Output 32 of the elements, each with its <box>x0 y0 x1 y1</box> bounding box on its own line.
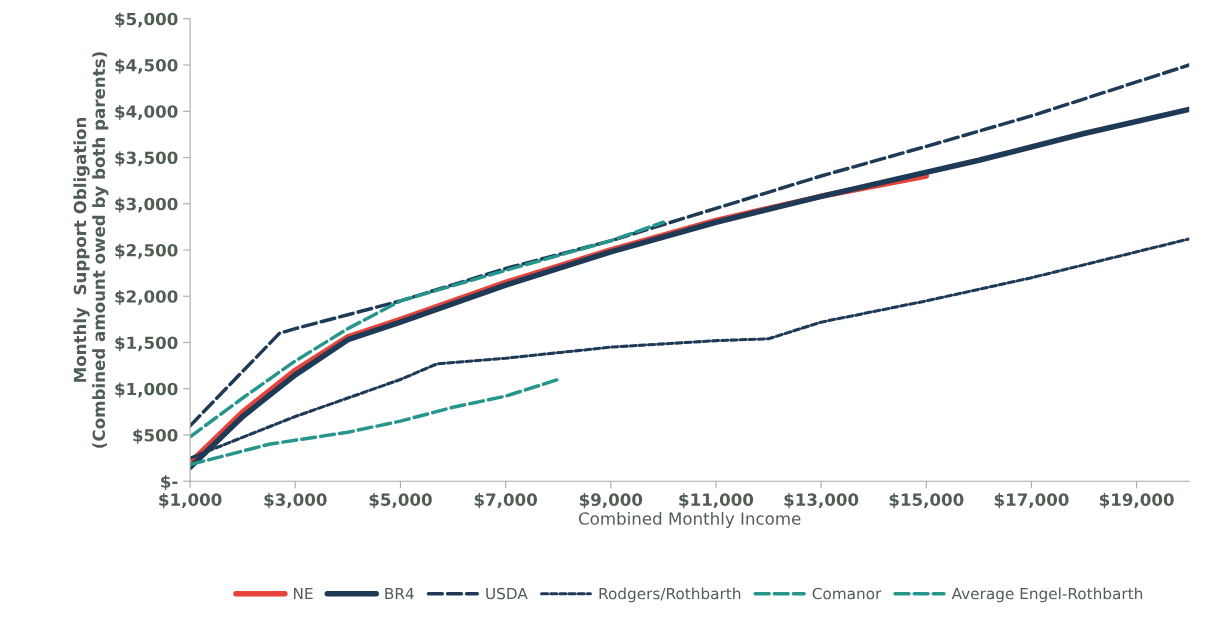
x-tick-label: $17,000 <box>994 493 1069 509</box>
y-tick-label: $3,000 <box>115 197 178 213</box>
x-tick-label: $13,000 <box>784 493 859 509</box>
y-tick-label: $5,000 <box>115 12 178 28</box>
legend-label: USDA <box>486 587 528 600</box>
y-tick-label: $4,500 <box>115 58 178 74</box>
line-series <box>190 377 560 467</box>
legend-label: Comanor <box>812 587 882 600</box>
line-series <box>190 220 666 439</box>
x-tick-label: $7,000 <box>474 493 537 509</box>
y-tick-label: $2,000 <box>115 289 178 306</box>
legend-label: NE <box>294 587 313 600</box>
x-tick-label: $15,000 <box>889 493 964 509</box>
x-tick-label: $19,000 <box>1099 493 1174 509</box>
x-tick-label: $9,000 <box>579 493 643 509</box>
y-tick-label: $- <box>161 474 178 491</box>
y-tick-label: $3,500 <box>115 151 178 167</box>
legend-label: Average Engel-Rothbarth <box>951 587 1143 603</box>
y-tick-label: $1,000 <box>115 382 178 398</box>
x-tick-label: $3,000 <box>264 493 327 509</box>
x-tick-label: $5,000 <box>369 493 432 509</box>
line-series <box>190 63 1190 428</box>
y-tick-label: $500 <box>133 428 178 444</box>
legend-label: Rodgers/Rothbarth <box>599 587 741 603</box>
y-tick-label: $2,500 <box>115 243 178 259</box>
x-tick-label: $11,000 <box>679 493 754 509</box>
x-tick-label: $1,000 <box>159 493 222 509</box>
x-axis-title: Combined Monthly Income <box>578 511 801 529</box>
y-tick-label: $1,500 <box>115 336 178 352</box>
legend-label: BR4 <box>385 587 414 600</box>
y-axis-title: Monthly Support Obligation (Combined amount owed by both parents) <box>73 52 109 448</box>
y-tick-label: $4,000 <box>115 104 178 121</box>
